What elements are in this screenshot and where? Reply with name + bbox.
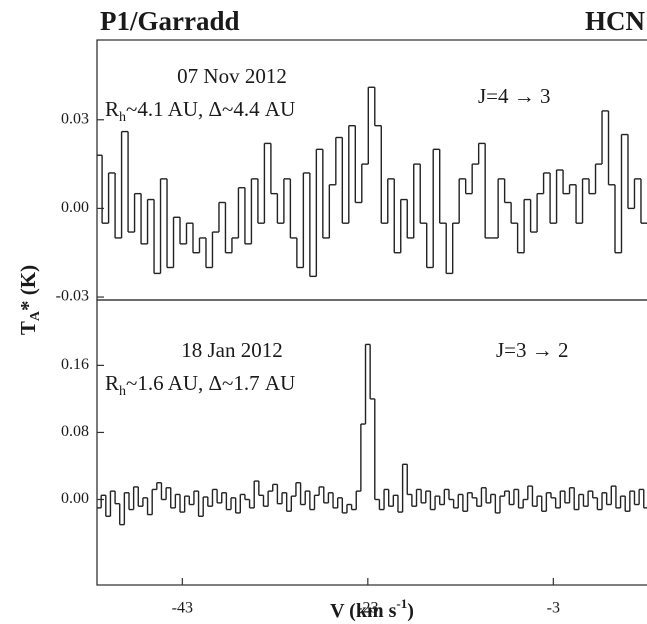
y-tick-label: 0.08 xyxy=(61,423,89,440)
spectrum-riser xyxy=(101,87,642,277)
distance-subscript: h xyxy=(119,384,126,399)
distance-text: ~1.6 AU, Δ~1.7 AU xyxy=(126,371,295,395)
observation-date: 18 Jan 2012 xyxy=(181,338,283,362)
distance-symbol: R xyxy=(105,371,119,395)
distance-annotation: Rh~1.6 AU, Δ~1.7 AU xyxy=(105,371,295,399)
observation-date: 07 Nov 2012 xyxy=(177,64,287,88)
x-label-sup: -1 xyxy=(396,596,407,611)
y-axis-label: TA* (K) xyxy=(16,265,43,335)
distance-symbol: R xyxy=(105,97,119,121)
chart-title: P1/Garradd xyxy=(100,6,240,36)
y-tick-label: 0.16 xyxy=(61,356,89,373)
x-tick-label: -23 xyxy=(357,600,378,617)
y-label-rest: * (K) xyxy=(16,265,40,311)
x-tick-label: -3 xyxy=(547,600,560,617)
plot-area xyxy=(97,86,647,278)
y-tick-label: 0.00 xyxy=(61,199,89,216)
distance-text: ~4.1 AU, Δ~4.4 AU xyxy=(126,97,295,121)
axes-frame xyxy=(96,299,647,586)
plot-area xyxy=(97,343,647,526)
y-tick-label: 0.03 xyxy=(61,110,89,127)
y-tick-label: -0.03 xyxy=(56,288,89,305)
x-label-rest: ) xyxy=(407,600,414,622)
x-label-main: V (km s xyxy=(330,600,397,622)
spectrum-riser xyxy=(100,344,645,525)
molecule-label: HCN xyxy=(585,6,646,36)
y-label-sub: A xyxy=(28,310,43,321)
y-label-main: T xyxy=(16,321,40,335)
x-axis-label: V (km s-1) xyxy=(330,596,414,622)
x-tick-label: -43 xyxy=(172,600,193,617)
distance-subscript: h xyxy=(119,110,126,125)
distance-annotation: Rh~4.1 AU, Δ~4.4 AU xyxy=(105,97,295,125)
y-tick-label: 0.00 xyxy=(61,490,89,507)
transition-label: J=4 → 3 xyxy=(478,84,551,108)
transition-label: J=3 → 2 xyxy=(496,338,569,362)
